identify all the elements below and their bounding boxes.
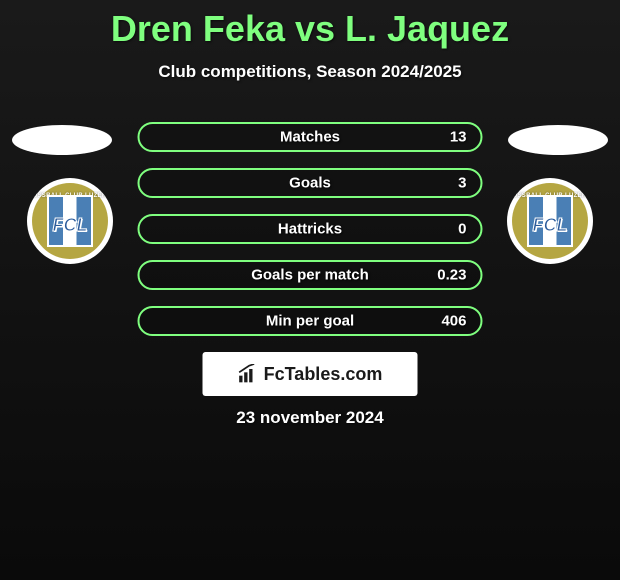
- crest-abbrev: FCL: [533, 215, 568, 236]
- stat-value: 13: [450, 129, 467, 146]
- stat-row: Goals 3: [138, 168, 483, 198]
- stat-label: Goals: [289, 175, 331, 192]
- crest-abbrev: FCL: [53, 215, 88, 236]
- stat-label: Min per goal: [266, 313, 354, 330]
- branding-box: FcTables.com: [203, 352, 418, 396]
- stat-row: Matches 13: [138, 122, 483, 152]
- stat-label: Goals per match: [251, 267, 369, 284]
- player-oval-right: [508, 125, 608, 155]
- club-crest: FUSSBALL CLUB LUZERN FCL: [512, 183, 588, 259]
- branding-text: FcTables.com: [264, 364, 383, 385]
- stat-row: Goals per match 0.23: [138, 260, 483, 290]
- stat-row: Hattricks 0: [138, 214, 483, 244]
- stat-value: 0: [458, 221, 466, 238]
- club-crest: FUSSBALL CLUB LUZERN FCL: [32, 183, 108, 259]
- date-text: 23 november 2024: [236, 408, 383, 428]
- club-logo-right: FUSSBALL CLUB LUZERN FCL: [507, 178, 593, 264]
- stat-value: 0.23: [437, 267, 466, 284]
- stat-value: 406: [441, 313, 466, 330]
- stat-row: Min per goal 406: [138, 306, 483, 336]
- player-oval-left: [12, 125, 112, 155]
- page-title: Dren Feka vs L. Jaquez: [0, 0, 620, 50]
- stats-container: Matches 13 Goals 3 Hattricks 0 Goals per…: [138, 122, 483, 352]
- chart-icon: [238, 364, 258, 384]
- stat-value: 3: [458, 175, 466, 192]
- subtitle: Club competitions, Season 2024/2025: [0, 62, 620, 82]
- stat-label: Matches: [280, 129, 340, 146]
- stat-label: Hattricks: [278, 221, 342, 238]
- club-logo-left: FUSSBALL CLUB LUZERN FCL: [27, 178, 113, 264]
